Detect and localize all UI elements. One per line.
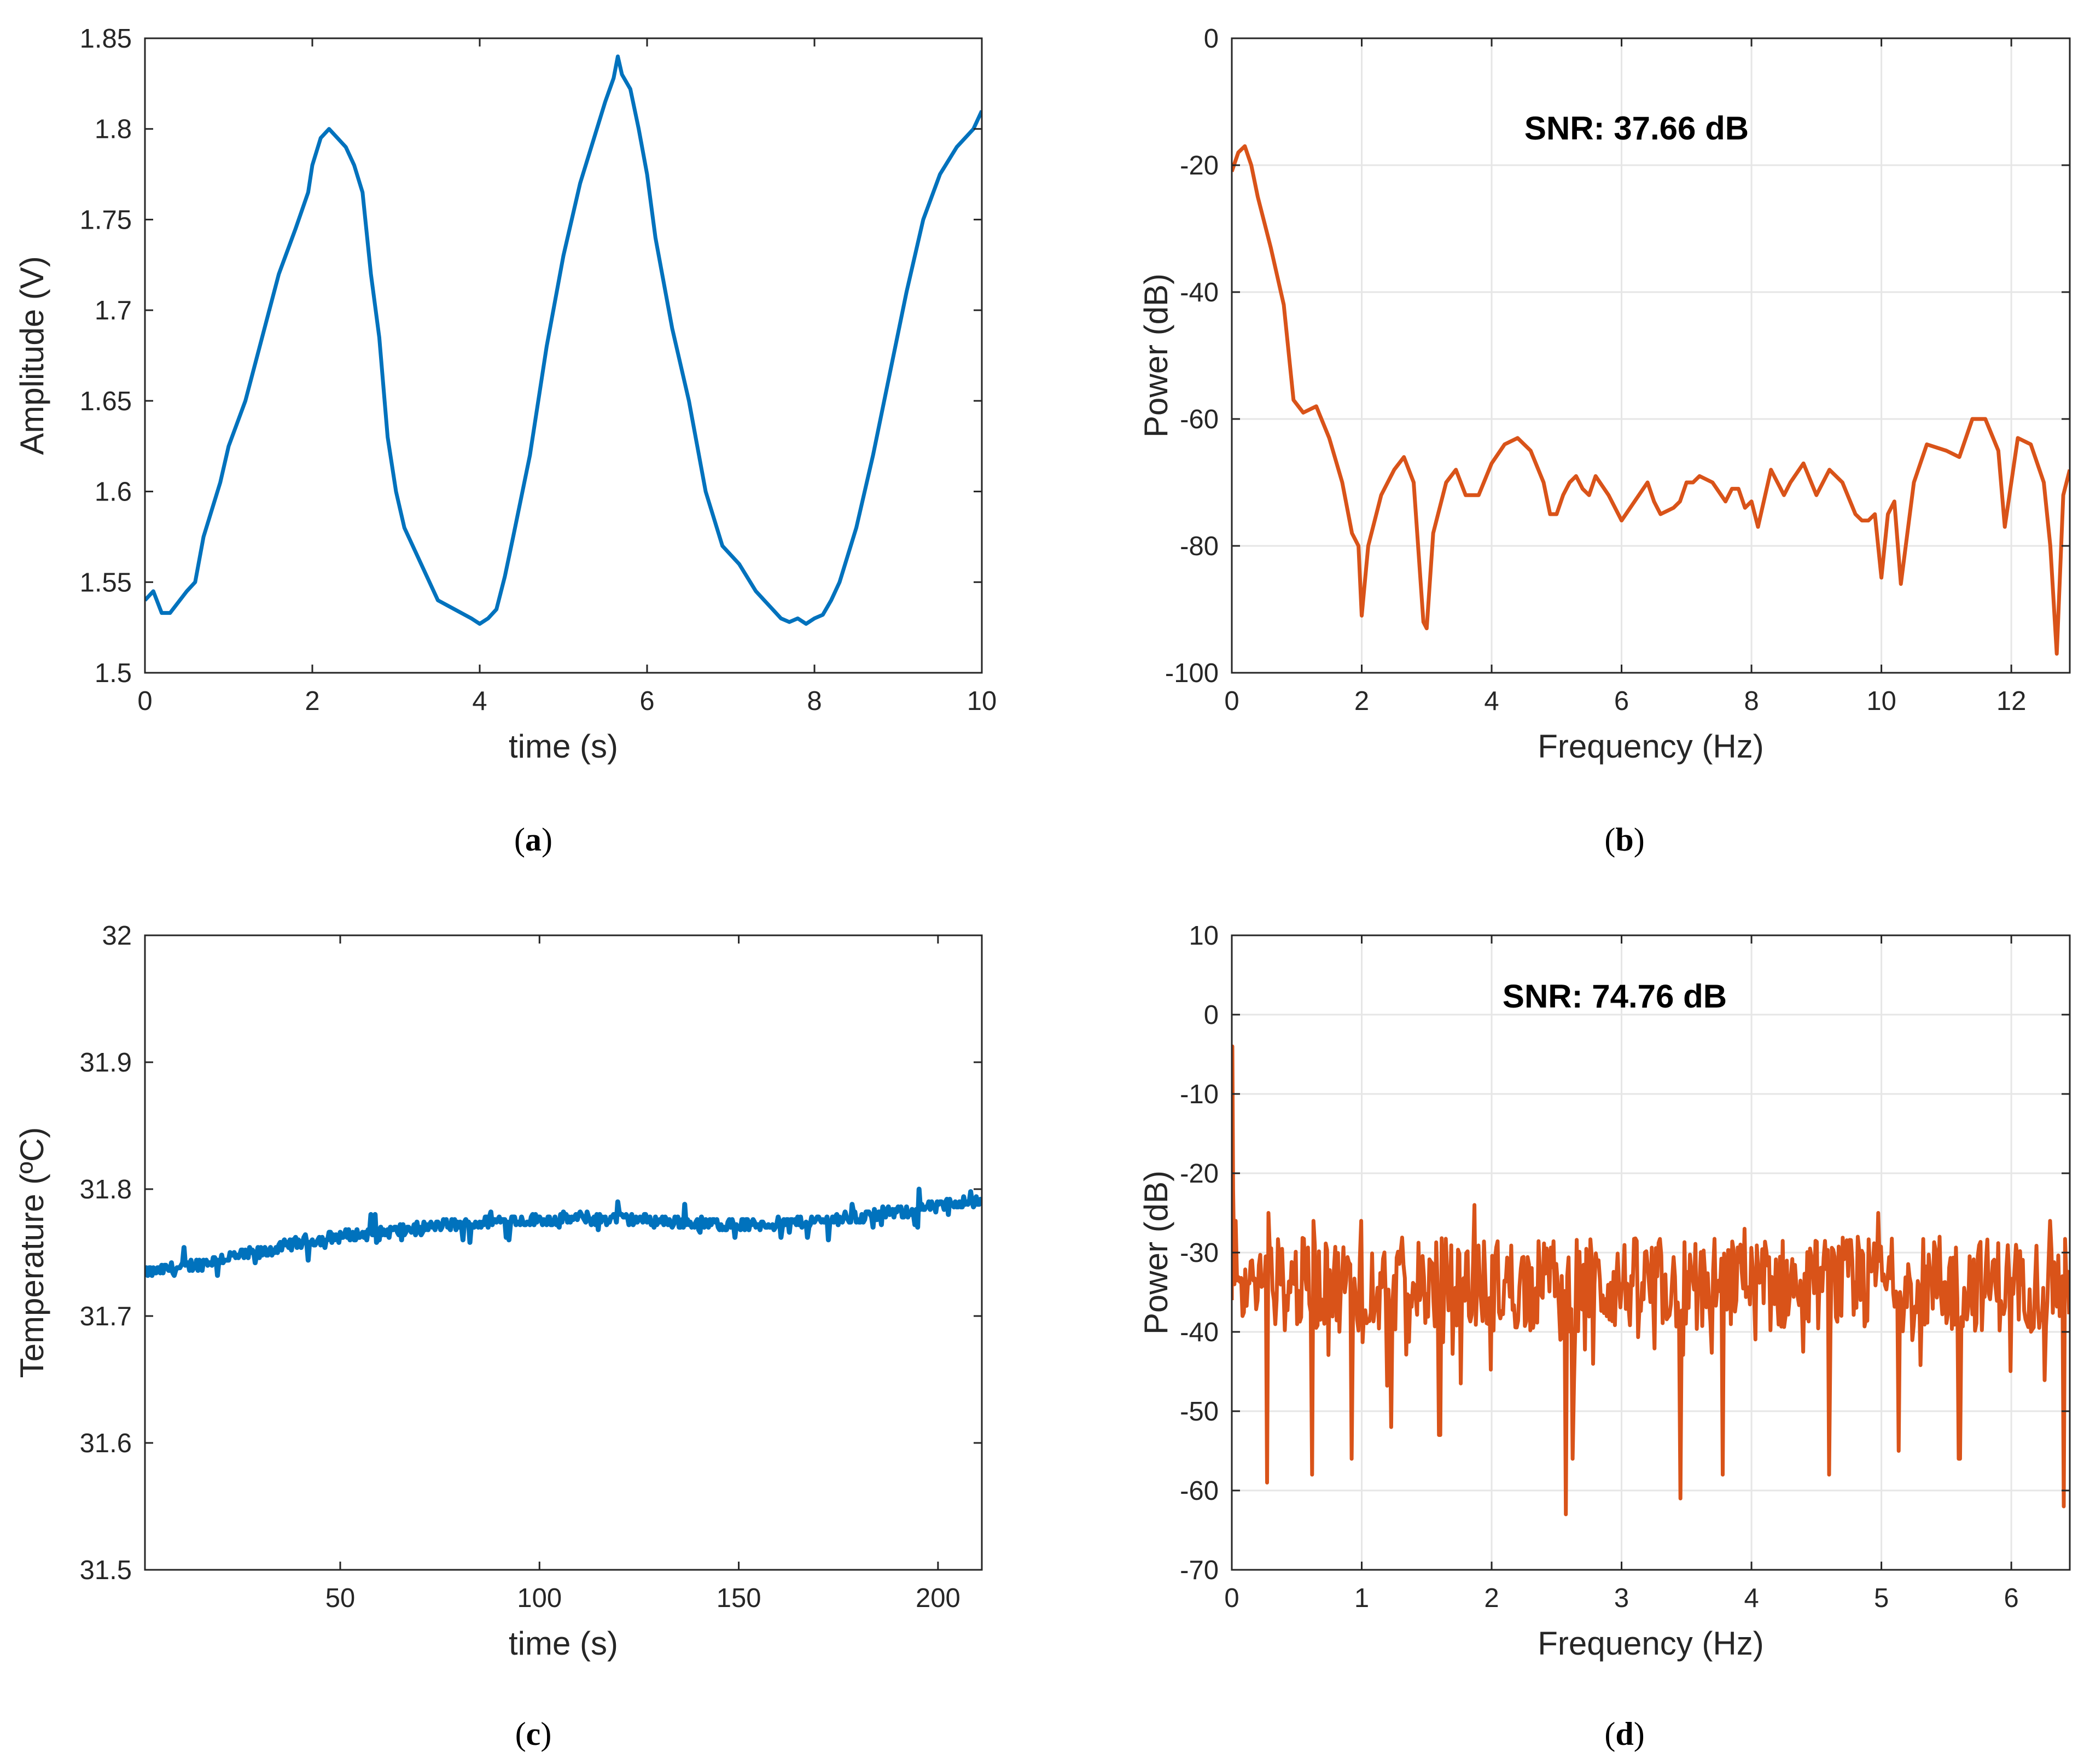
panel-caption: (a) — [514, 822, 552, 858]
y-tick-label: 1.65 — [80, 387, 132, 416]
y-tick-label: 31.9 — [80, 1048, 132, 1078]
caption-paren-close: ) — [540, 1716, 551, 1752]
y-tick-label: 1.6 — [95, 478, 132, 507]
plot-area — [145, 935, 982, 1570]
x-tick-label: 10 — [967, 686, 997, 716]
panel-b: 0 2 4 6 8 10 12 -100 -80 -60 -40 -20 0 Frequency (Hz)… — [1138, 24, 2071, 858]
x-axis-label: time (s) — [509, 1625, 618, 1662]
y-tick-label: -40 — [1180, 278, 1219, 307]
x-tick-label: 0 — [1224, 1583, 1239, 1613]
caption-paren-open: ( — [515, 1716, 526, 1752]
y-tick-label: -100 — [1165, 659, 1219, 688]
y-axis-label: Temperature (ºC) — [14, 1127, 50, 1378]
y-tick-label: -50 — [1180, 1397, 1219, 1427]
y-tick-label: 1.5 — [95, 659, 132, 688]
x-tick-label: 50 — [325, 1583, 356, 1613]
x-tick-label: 1 — [1354, 1583, 1369, 1613]
y-tick-label: 31.5 — [80, 1556, 132, 1585]
x-tick-label: 150 — [717, 1583, 761, 1613]
x-tick-label: 0 — [1224, 686, 1239, 716]
x-tick-label: 100 — [517, 1583, 562, 1613]
x-tick-label: 2 — [1484, 1583, 1499, 1613]
caption-letter: c — [526, 1716, 541, 1752]
x-axis-label: Frequency (Hz) — [1538, 728, 1763, 765]
y-tick-label: 31.8 — [80, 1175, 132, 1204]
panel-caption: (c) — [515, 1716, 552, 1752]
y-tick-label: -60 — [1180, 405, 1219, 434]
series-line-a — [145, 54, 982, 626]
y-tick-label: 31.7 — [80, 1302, 132, 1331]
x-tick-label: 200 — [916, 1583, 960, 1613]
caption-paren-open: ( — [1604, 822, 1615, 858]
y-tick-label: 1.85 — [80, 24, 132, 54]
x-axis-label: Frequency (Hz) — [1538, 1625, 1763, 1662]
series-line-c — [145, 1186, 982, 1278]
caption-paren-close: ) — [542, 822, 552, 858]
caption-paren-open: ( — [1604, 1716, 1615, 1752]
y-tick-label: -70 — [1180, 1556, 1219, 1585]
x-tick-label: 4 — [472, 686, 487, 716]
y-tick-label: -20 — [1180, 151, 1219, 181]
y-axis-label: Power (dB) — [1138, 1171, 1174, 1335]
axes-box — [144, 37, 983, 674]
x-tick-label: 6 — [1614, 686, 1629, 716]
axes-box — [1231, 37, 2071, 674]
caption-letter: b — [1615, 822, 1633, 858]
axes-box — [144, 934, 983, 1571]
snr-annotation: SNR: 37.66 dB — [1524, 110, 1749, 147]
y-tick-label: 0 — [1204, 24, 1219, 54]
y-tick-label: -40 — [1180, 1318, 1219, 1347]
snr-annotation: SNR: 74.76 dB — [1503, 978, 1727, 1015]
plot-area — [1232, 38, 2070, 673]
panel-c: 50 100 150 200 31.5 31.6 31.7 31.8 31.9 32 time (s… — [14, 921, 983, 1752]
y-tick-label: 10 — [1189, 921, 1219, 951]
x-tick-label: 4 — [1744, 1583, 1759, 1613]
x-tick-label: 2 — [1354, 686, 1369, 716]
series-line-b — [1232, 144, 2070, 656]
caption-paren-close: ) — [1634, 822, 1645, 858]
x-axis-label: time (s) — [509, 728, 618, 765]
panel-d: 0 1 2 3 4 5 6 -70 -60 -50 -40 -30 -20 -10 0 10 Frequency… — [1138, 921, 2071, 1752]
caption-letter: d — [1615, 1716, 1633, 1752]
caption-paren-close: ) — [1634, 1716, 1645, 1752]
panel-a: 0 2 4 6 8 10 1.5 1.55 1.6 1.65 1.7 1.75 1.8 1.85 time … — [14, 24, 997, 858]
x-tick-label: 0 — [137, 686, 152, 716]
caption-paren-open: ( — [514, 822, 525, 858]
y-tick-label: -30 — [1180, 1238, 1219, 1268]
y-tick-label: -10 — [1180, 1080, 1219, 1109]
y-tick-label: -20 — [1180, 1159, 1219, 1189]
x-tick-label: 6 — [639, 686, 654, 716]
plot-area — [145, 38, 982, 673]
x-tick-label: 8 — [1744, 686, 1759, 716]
y-tick-label: -60 — [1180, 1476, 1219, 1506]
y-tick-label: 1.75 — [80, 205, 132, 235]
x-tick-label: 10 — [1866, 686, 1896, 716]
y-tick-label: 1.55 — [80, 568, 132, 597]
series-line-d — [1232, 1044, 2070, 1516]
y-tick-label: 0 — [1204, 1000, 1219, 1030]
y-tick-label: 1.7 — [95, 296, 132, 325]
x-tick-label: 12 — [1996, 686, 2027, 716]
y-tick-label: 31.6 — [80, 1429, 132, 1458]
x-tick-label: 3 — [1614, 1583, 1629, 1613]
y-axis-label: Amplitude (V) — [14, 256, 50, 455]
panel-caption: (b) — [1604, 822, 1644, 858]
y-tick-label: 32 — [102, 921, 132, 951]
x-tick-label: 5 — [1874, 1583, 1889, 1613]
x-tick-label: 2 — [305, 686, 319, 716]
y-tick-label: 1.8 — [95, 115, 132, 144]
x-tick-label: 8 — [807, 686, 822, 716]
y-axis-label: Power (dB) — [1138, 273, 1174, 438]
x-tick-label: 4 — [1484, 686, 1499, 716]
caption-letter: a — [525, 822, 542, 858]
y-tick-label: -80 — [1180, 532, 1219, 561]
panel-caption: (d) — [1604, 1716, 1644, 1752]
x-tick-label: 6 — [2004, 1583, 2018, 1613]
